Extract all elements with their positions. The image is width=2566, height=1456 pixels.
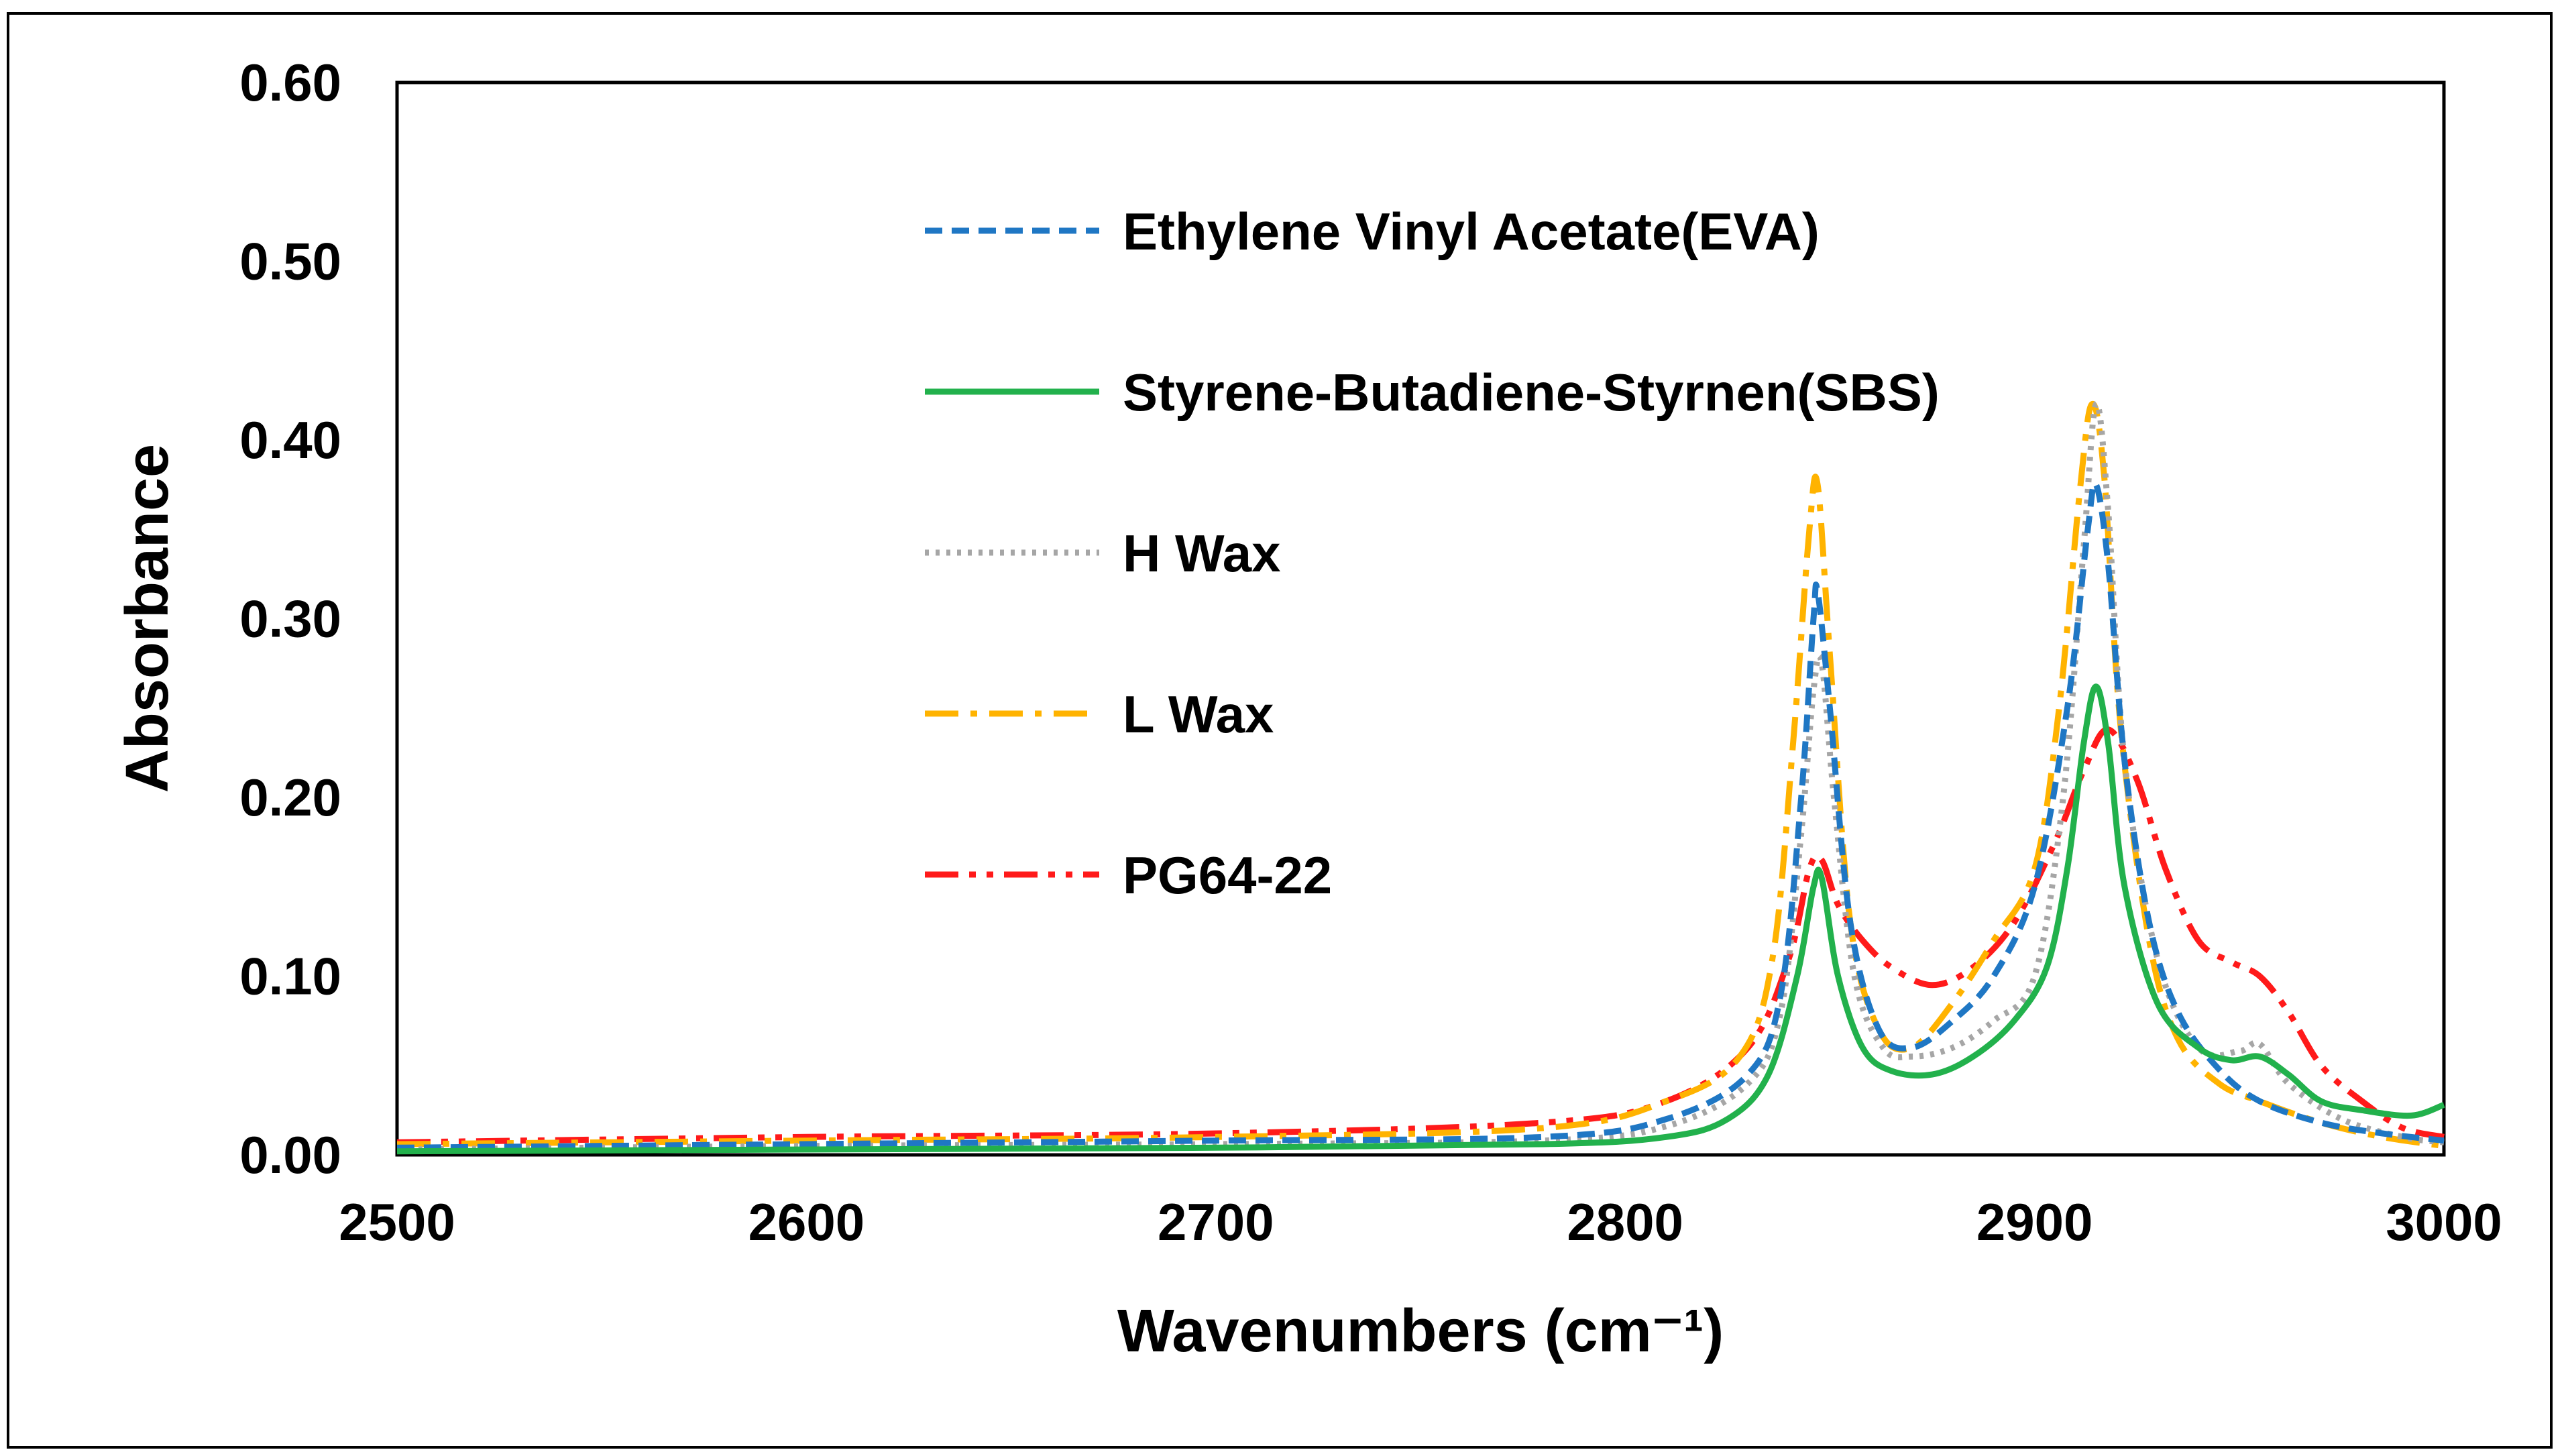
y-tick-label: 0.60 (239, 53, 341, 112)
x-tick-label: 2500 (339, 1192, 455, 1251)
series-line (396, 726, 2445, 1145)
y-tick-label: 0.40 (239, 410, 341, 469)
series-line (396, 480, 2445, 1151)
series-line (396, 683, 2445, 1155)
spectrum-chart: 0.00 0.10 0.20 0.30 0.40 0.50 0.60 2500 2600 270… (114, 53, 2502, 1365)
legend-label: PG64-22 (1123, 846, 1332, 905)
chart-frame: 0.00 0.10 0.20 0.30 0.40 0.50 0.60 2500 2600 270… (7, 12, 2553, 1449)
y-tick-label: 0.00 (239, 1125, 341, 1184)
y-axis-ticks: 0.00 0.10 0.20 0.30 0.40 0.50 0.60 (239, 53, 341, 1184)
legend-label: L Wax (1123, 685, 1274, 744)
y-tick-label: 0.10 (239, 947, 341, 1006)
y-axis-title: Absorbance (114, 444, 181, 793)
series-line (396, 400, 2445, 1153)
x-tick-label: 2800 (1567, 1192, 1683, 1251)
x-tick-label: 3000 (2386, 1192, 2502, 1251)
legend-label: H Wax (1123, 524, 1281, 583)
x-tick-label: 2700 (1158, 1192, 1274, 1251)
plot-area (395, 80, 2446, 1157)
legend-label: Styrene-Butadiene-Styrnen(SBS) (1123, 363, 1940, 422)
x-axis-title: Wavenumbers (cm⁻¹) (1117, 1298, 1724, 1365)
legend: Ethylene Vinyl Acetate(EVA) Styrene-Butad… (925, 202, 1940, 905)
x-tick-label: 2900 (1976, 1192, 2093, 1251)
y-tick-label: 0.50 (239, 232, 341, 291)
series-layer (396, 400, 2445, 1155)
legend-label: Ethylene Vinyl Acetate(EVA) (1123, 202, 1820, 261)
x-tick-label: 2600 (748, 1192, 865, 1251)
y-tick-label: 0.20 (239, 768, 341, 827)
x-axis-ticks: 2500 2600 2700 2800 2900 3000 (339, 1192, 2502, 1251)
y-tick-label: 0.30 (239, 590, 341, 649)
